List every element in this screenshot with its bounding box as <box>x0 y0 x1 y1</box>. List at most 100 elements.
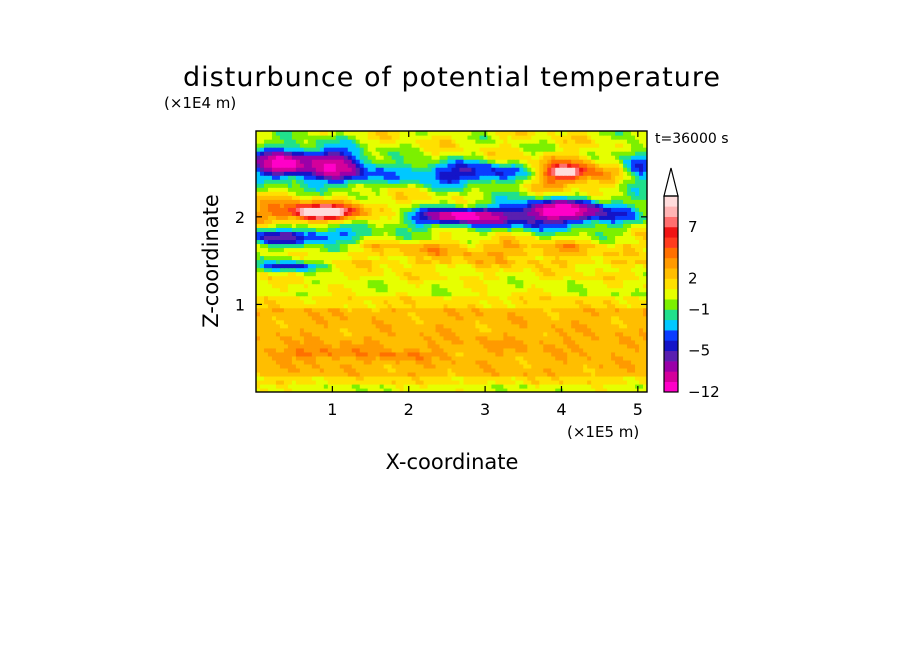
heatmap-cell <box>479 359 485 365</box>
heatmap-cell <box>319 347 325 353</box>
heatmap-cell <box>635 243 640 249</box>
heatmap-cell <box>599 367 604 373</box>
heatmap-cell <box>511 219 516 224</box>
heatmap-cell <box>439 359 445 365</box>
heatmap-cell <box>503 371 508 377</box>
heatmap-cell <box>639 231 644 236</box>
heatmap-cell <box>335 271 341 277</box>
heatmap-cell <box>519 275 524 281</box>
heatmap-cell <box>519 207 524 212</box>
heatmap-cell <box>367 371 373 377</box>
heatmap-cell <box>287 367 293 373</box>
heatmap-cell <box>303 243 309 249</box>
heatmap-cell <box>447 299 453 305</box>
heatmap-cell <box>499 287 504 293</box>
heatmap-cell <box>507 223 512 228</box>
heatmap-cell <box>451 187 457 192</box>
heatmap-cell <box>371 339 377 345</box>
heatmap-cell <box>275 243 281 249</box>
heatmap-cell <box>351 251 357 257</box>
heatmap-cell <box>395 343 401 349</box>
heatmap-cell <box>343 383 349 389</box>
heatmap-cell <box>319 199 325 204</box>
heatmap-cell <box>411 339 417 345</box>
heatmap-cell <box>571 235 576 241</box>
heatmap-cell <box>551 219 556 224</box>
heatmap-cell <box>499 195 504 200</box>
heatmap-cell <box>627 287 632 293</box>
heatmap-cell <box>587 259 592 265</box>
heatmap-cell <box>599 219 604 224</box>
heatmap-cell <box>383 327 389 333</box>
heatmap-cell <box>335 367 341 373</box>
heatmap-cell <box>363 383 369 389</box>
heatmap-cell <box>531 195 536 200</box>
heatmap-cell <box>355 307 361 313</box>
heatmap-cell <box>283 327 289 333</box>
heatmap-cell <box>487 327 492 333</box>
heatmap-cell <box>327 255 333 261</box>
heatmap-cell <box>611 227 616 232</box>
heatmap-cell <box>587 311 592 317</box>
heatmap-cell <box>399 191 405 196</box>
heatmap-cell <box>467 383 473 389</box>
heatmap-cell <box>531 211 536 216</box>
heatmap-cell <box>439 199 445 204</box>
heatmap-cell <box>575 283 580 289</box>
heatmap-cell <box>475 371 481 377</box>
heatmap-cell <box>347 367 353 373</box>
heatmap-cell <box>591 239 596 245</box>
heatmap-cell <box>631 387 636 392</box>
heatmap-cell <box>323 343 329 349</box>
heatmap-cell <box>355 195 361 200</box>
heatmap-cell <box>619 187 624 192</box>
heatmap-cell <box>643 219 647 224</box>
heatmap-cell <box>335 219 341 224</box>
heatmap-cell <box>327 195 333 200</box>
heatmap-cell <box>387 375 393 381</box>
heatmap-cell <box>275 267 281 273</box>
heatmap-cell <box>383 235 389 241</box>
heatmap-cell <box>515 211 520 216</box>
heatmap-cell <box>367 275 373 281</box>
heatmap-cell <box>319 339 325 345</box>
heatmap-cell <box>399 275 405 281</box>
heatmap-cell <box>607 279 612 285</box>
heatmap-cell <box>363 263 369 269</box>
heatmap-cell <box>575 207 580 212</box>
heatmap-cell <box>451 251 457 257</box>
heatmap-cell <box>563 251 568 257</box>
heatmap-cell <box>563 287 568 293</box>
heatmap-cell <box>319 351 325 357</box>
heatmap-cell <box>479 327 485 333</box>
heatmap-cell <box>435 315 441 321</box>
heatmap-cell <box>355 383 361 389</box>
heatmap-cell <box>551 215 556 220</box>
heatmap-cell <box>587 231 592 236</box>
heatmap-cell <box>475 227 481 232</box>
heatmap-cell <box>515 379 520 385</box>
heatmap-cell <box>439 259 445 265</box>
heatmap-cell <box>611 247 616 253</box>
heatmap-cell <box>491 259 496 265</box>
heatmap-cell <box>359 327 365 333</box>
heatmap-cell <box>335 291 341 297</box>
heatmap-cell <box>307 303 313 309</box>
heatmap-cell <box>379 375 385 381</box>
heatmap-cell <box>491 279 496 285</box>
heatmap-cell <box>463 363 469 369</box>
heatmap-cell <box>355 187 361 192</box>
heatmap-cell <box>539 219 544 224</box>
heatmap-cell <box>419 319 425 325</box>
heatmap-cell <box>527 239 532 245</box>
heatmap-cell <box>256 271 261 277</box>
heatmap-cell <box>303 279 309 285</box>
heatmap-cell <box>463 303 469 309</box>
heatmap-cell <box>519 219 524 224</box>
heatmap-cell <box>267 295 273 301</box>
heatmap-cell <box>391 307 397 313</box>
heatmap-cell <box>563 267 568 273</box>
heatmap-cell <box>347 211 353 216</box>
heatmap-cell <box>451 335 457 341</box>
heatmap-cell <box>555 243 560 249</box>
